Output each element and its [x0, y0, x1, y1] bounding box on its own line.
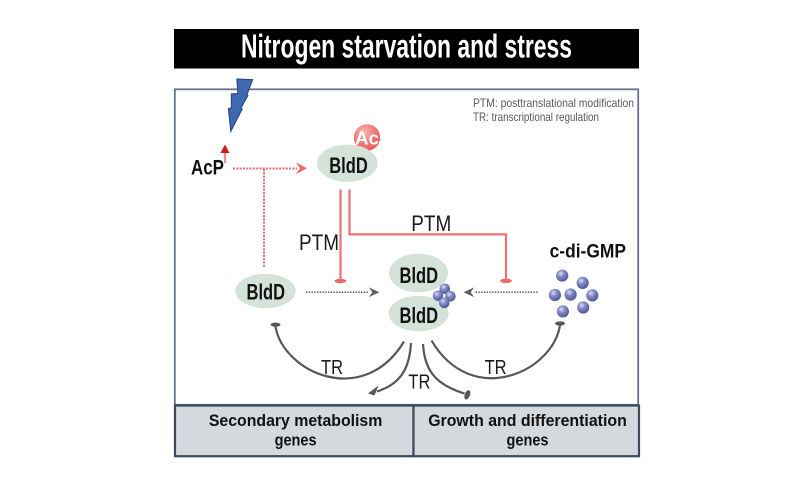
svg-text:BldD: BldD: [400, 303, 439, 328]
svg-text:BldD: BldD: [400, 263, 439, 288]
svg-text:TR: TR: [408, 371, 430, 393]
svg-text:TR: TR: [321, 357, 343, 379]
svg-text:genes: genes: [507, 430, 549, 449]
svg-text:TR: transcriptional regulation: TR: transcriptional regulation: [473, 110, 599, 124]
svg-text:c-di-GMP: c-di-GMP: [550, 240, 626, 262]
svg-text:Growth and differentiation: Growth and differentiation: [428, 411, 627, 430]
svg-text:BldD: BldD: [247, 280, 286, 305]
svg-text:Nitrogen starvation and stress: Nitrogen starvation and stress: [241, 28, 572, 65]
svg-text:Secondary metabolism: Secondary metabolism: [209, 411, 383, 430]
svg-text:PTM: PTM: [299, 230, 339, 255]
svg-text:Ac: Ac: [355, 129, 379, 149]
svg-text:BldD: BldD: [329, 153, 368, 178]
svg-text:PTM: posttranslational modific: PTM: posttranslational modification: [473, 96, 634, 110]
svg-text:genes: genes: [275, 430, 317, 449]
svg-text:PTM: PTM: [411, 211, 451, 236]
svg-text:TR: TR: [485, 357, 507, 379]
svg-text:AcP: AcP: [191, 155, 224, 179]
